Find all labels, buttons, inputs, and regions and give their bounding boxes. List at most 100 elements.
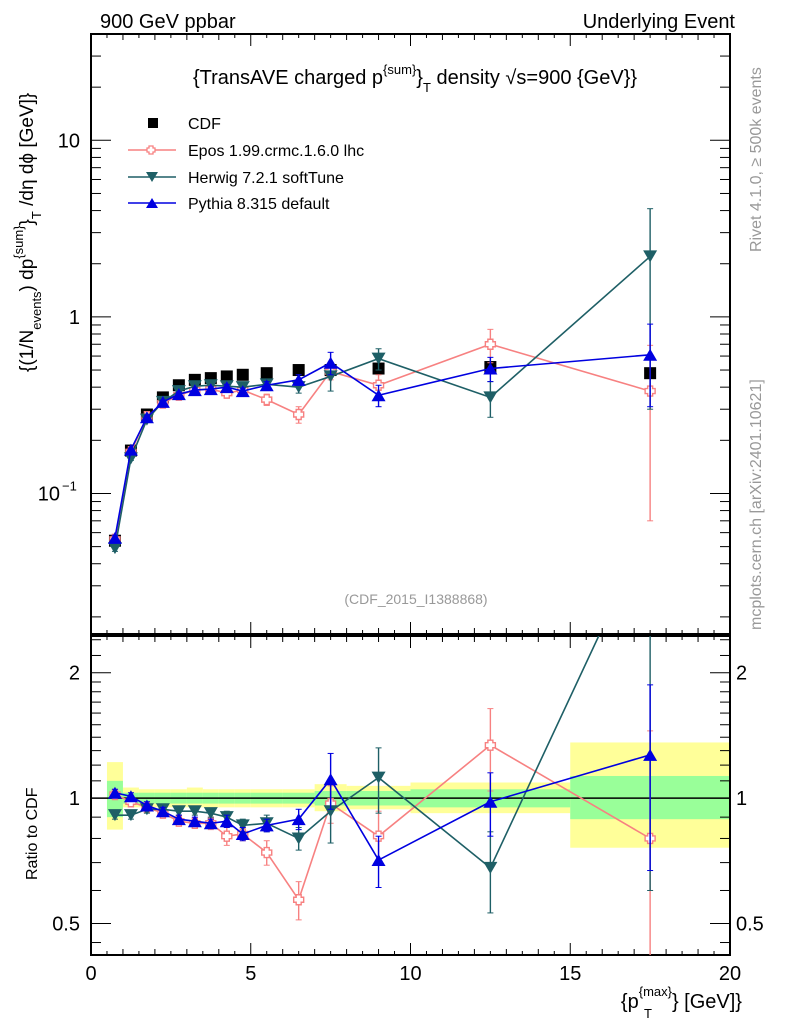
ratio-point-pythia [123,790,138,803]
main-series-pythia [107,323,658,544]
x-tick-label: 10 [399,963,421,985]
ratio-point-herwig [323,805,338,818]
main-point-pythia [291,373,306,386]
ratio-point-epos [292,894,305,906]
legend-item-cdf: CDF [148,116,221,133]
mcplots-label: mcplots.cern.ch [arXiv:2401.10621] [748,379,765,630]
rivet-label: Rivet 4.1.0, ≥ 500k events [748,67,765,252]
main-point-pythia [107,531,122,544]
ratio-y-tick-label-right: 0.5 [736,913,764,935]
legend-marker-pythia [146,198,158,208]
main-point-herwig [643,250,658,263]
legend-marker-cdf [148,118,158,128]
main-point-pythia [371,389,386,402]
main-point-pythia [187,384,202,397]
ratio-point-herwig [235,819,250,832]
main-point-herwig [371,352,386,365]
ratio-point-pythia [483,795,498,808]
ratio-point-pythia [155,805,170,818]
main-point-cdf [292,364,305,377]
ratio-point-herwig [107,809,122,822]
ratio-point-pythia [235,827,250,840]
ratio-point-pythia [203,817,218,830]
main-point-pythia [483,362,498,375]
ylabel-b: ) dp [17,259,38,292]
xlabel-sup: {max} [639,984,673,999]
ratio-point-epos [484,739,497,751]
ratio-point-herwig [187,805,202,818]
main-point-pythia [219,381,234,394]
title-post: density √s=900 {GeV}} [431,67,637,89]
main-point-pythia [235,385,250,398]
ratio-point-herwig [643,520,657,532]
xlabel-sub: T [644,1006,652,1021]
main-point-pythia [643,348,658,361]
header-right: Underlying Event [583,11,736,33]
title-pre: {TransAVE charged p [193,67,383,89]
x-axis-label: {p{max} T } [GeV]} [621,984,742,1021]
main-point-epos [261,393,273,406]
x-tick-label: 5 [245,963,256,985]
ratio-point-herwig [371,771,386,784]
main-y-tick-label: 10 [38,483,60,505]
ratio-point-epos [261,846,273,859]
ratio-point-epos [221,830,233,842]
ylabel-c: } [17,219,38,225]
x-tick-label: 20 [719,963,741,985]
main-y-tick-exponent: −1 [62,478,77,493]
main-point-pythia [123,443,138,456]
xlabel-b: } [GeV]} [672,991,742,1013]
ratio-y-tick-label: 1 [69,788,80,810]
ratio-series-pythia [107,684,658,888]
main-point-epos [292,408,305,421]
main-point-epos [484,338,497,350]
ratio-y-tick-label: 2 [69,663,80,685]
main-point-cdf [220,370,233,383]
ratio-point-herwig [123,809,138,822]
main-point-pythia [203,383,218,396]
legend-marker-epos [146,145,156,155]
ratio-point-herwig [483,861,498,874]
ratio-ylabel: Ratio to CDF [24,787,41,880]
title-sup: {sum} [383,62,417,77]
ratio-point-pythia [171,813,186,826]
main-y-tick-label: 10 [58,130,80,152]
ratio-y-tick-label-right: 1 [736,788,747,810]
main-point-herwig [323,370,338,383]
analysis-watermark: (CDF_2015_I1388868) [344,591,487,607]
ylabel-d: /dη dϕ [GeV]} [17,93,38,211]
legend-item-epos: Epos 1.99.crmc.1.6.0 lhc [128,143,364,160]
main-point-pythia [323,356,338,369]
legend-label-epos: Epos 1.99.crmc.1.6.0 lhc [188,143,364,160]
legend-label-herwig: Herwig 7.2.1 softTune [188,170,344,187]
ylabel-a: {(1/N [17,330,38,372]
main-point-herwig [107,542,122,555]
ylabel-a-sub: events [29,291,44,330]
main-point-pythia [259,379,274,392]
main-line-herwig [114,255,651,549]
main-point-pythia [171,388,186,401]
legend-label-pythia: Pythia 8.315 default [188,196,330,213]
ratio-point-pythia [259,819,274,832]
ratio-point-pythia [291,813,306,826]
ylabel-b-sup: {sum} [11,225,26,259]
ylabel-c-sub: T [29,211,44,219]
x-tick-label: 0 [85,963,96,985]
ratio-point-pythia [323,773,338,786]
legend: CDF Epos 1.99.crmc.1.6.0 lhc Herwig 7.2.… [128,116,364,213]
main-frame [90,33,731,635]
ratio-point-pythia [139,799,154,812]
main-point-cdf [236,368,249,381]
header-left: 900 GeV ppbar [100,11,236,33]
main-point-cdf [260,367,273,380]
ratio-point-pythia [107,786,122,799]
main-point-herwig [483,391,498,404]
xlabel-a: {p [621,991,639,1013]
ratio-point-herwig [171,805,186,818]
ratio-point-herwig [291,832,306,845]
main-ylabel: {(1/Nevents) dp{sum}}T /dη dϕ [GeV]} [11,93,44,372]
main-point-pythia [139,411,154,424]
main-series-herwig [107,208,658,555]
ratio-y-tick-label-right: 2 [736,663,747,685]
ratio-point-pythia [187,815,202,828]
